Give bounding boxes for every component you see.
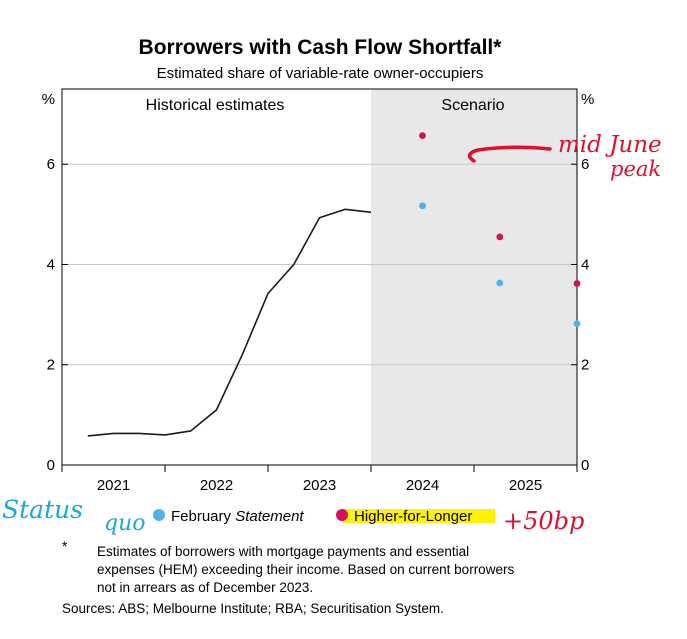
data-point-higher-for-longer — [419, 132, 426, 140]
y-tick-label-left: 4 — [47, 256, 55, 273]
gridlines — [62, 163, 577, 366]
y-axis-ticks: 0 0 2 2 4 4 6 6 — [47, 156, 590, 474]
y-tick-label-right: 2 — [581, 357, 589, 374]
region-label-scenario: Scenario — [441, 97, 504, 114]
legend-label-higher: Higher-for-Longer — [354, 508, 472, 525]
x-tick-label: 2023 — [303, 477, 336, 494]
footnote-line-1: Estimates of borrowers with mortgage pay… — [97, 544, 469, 559]
y-tick-label-right: 4 — [581, 256, 589, 273]
handwritten-status: Status — [2, 495, 83, 524]
x-tick-label: 2025 — [509, 477, 542, 494]
chart-title: Borrowers with Cash Flow Shortfall* — [139, 36, 503, 59]
legend-highlight — [343, 509, 495, 523]
footnote-line-3: not in arrears as of December 2023. — [97, 580, 313, 595]
handwritten-arrow — [467, 145, 552, 163]
legend-marker-higher — [336, 509, 348, 521]
handwritten-note-line2: peak — [610, 157, 661, 181]
legend-marker-february — [153, 509, 165, 521]
data-series — [87, 132, 581, 437]
chart-subtitle: Estimated share of variable-rate owner-o… — [157, 65, 484, 82]
sources: Sources: ABS; Melbourne Institute; RBA; … — [62, 601, 444, 616]
y-tick-label-right: 6 — [581, 156, 589, 173]
series-line — [87, 208, 372, 437]
legend-label-february: February Statement — [171, 508, 304, 525]
y-tick-label-left: 6 — [47, 156, 55, 173]
x-tick-label: 2024 — [406, 477, 439, 494]
handwritten-note-line1: mid June — [558, 132, 662, 158]
footnote-line-2: expenses (HEM) exceeding their income. B… — [97, 562, 514, 577]
x-axis-ticks: 2021 2022 2023 2024 2025 — [61, 465, 578, 494]
region-label-historical: Historical estimates — [146, 97, 285, 114]
footnote: * Estimates of borrowers with mortgage p… — [62, 539, 514, 595]
legend: February Statement Higher-for-Longer — [153, 508, 495, 525]
plot-frame — [61, 88, 578, 466]
data-point-february — [573, 320, 581, 328]
scenario-region — [371, 89, 577, 465]
x-tick-label: 2022 — [200, 477, 233, 494]
handwritten-quo: quo — [104, 511, 146, 536]
handwritten-peak-note: mid June peak — [467, 132, 662, 181]
x-tick-label: 2021 — [97, 477, 130, 494]
y-tick-label-right: 0 — [581, 457, 589, 474]
y-unit-left: % — [42, 91, 55, 108]
footnote-marker: * — [62, 539, 68, 554]
y-tick-label-left: 2 — [47, 357, 55, 374]
y-unit-right: % — [581, 91, 594, 108]
y-tick-label-left: 0 — [47, 457, 55, 474]
handwritten-status-quo-note: Status quo — [2, 495, 146, 536]
data-point-higher-for-longer — [573, 280, 581, 287]
data-point-february — [496, 279, 504, 287]
data-point-february — [419, 202, 426, 210]
data-point-higher-for-longer — [496, 233, 504, 241]
handwritten-plus-50bp: +50bp — [503, 507, 584, 535]
